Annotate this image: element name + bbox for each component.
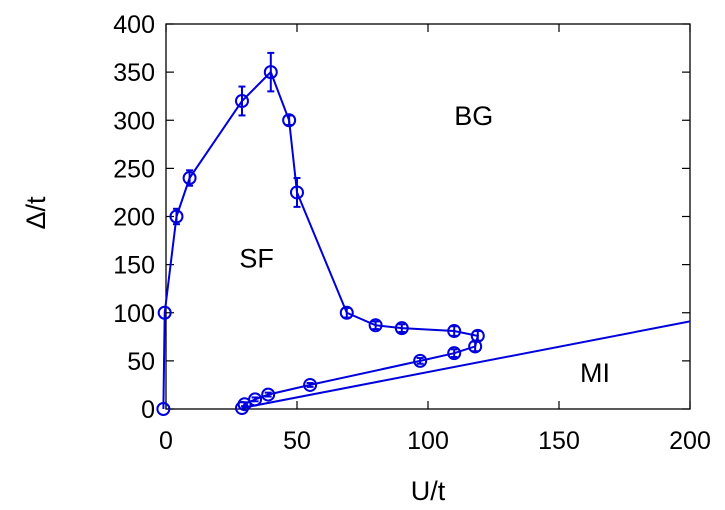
- y-tick-label: 300: [113, 107, 155, 135]
- y-tick-label: 350: [113, 59, 155, 87]
- data-point: [169, 209, 184, 224]
- region-label-sf: SF: [239, 244, 274, 274]
- y-axis-label: Δ/t: [21, 196, 51, 230]
- axes: 0 50 100 150 200 0 50 100 150 200 250 300 350 400: [113, 11, 711, 455]
- region-label-bg: BG: [454, 101, 493, 131]
- x-tick-label: 0: [159, 427, 173, 455]
- region-label-mi: MI: [580, 358, 610, 388]
- data-point: [339, 305, 354, 320]
- y-tick-label: 400: [113, 11, 155, 39]
- y-tick-label: 100: [113, 300, 155, 328]
- data-point: [447, 346, 462, 361]
- x-tick-label: 100: [407, 427, 449, 455]
- x-tick-label: 200: [669, 427, 711, 455]
- y-tick-label: 250: [113, 155, 155, 183]
- plot-frame: [165, 23, 691, 410]
- y-tick-label: 150: [113, 252, 155, 280]
- x-axis-label: U/t: [411, 476, 446, 506]
- y-tick-label: 0: [141, 396, 155, 424]
- series-layer: [156, 51, 691, 416]
- annotation-layer: BG SF MI: [239, 101, 610, 388]
- y-tick-label: 50: [127, 348, 155, 376]
- data-point: [394, 321, 409, 336]
- data-point: [368, 318, 383, 333]
- data-point: [290, 185, 304, 200]
- data-point: [157, 305, 172, 320]
- data-point: [413, 353, 428, 368]
- data-point: [447, 324, 462, 339]
- series-1-line: [241, 320, 691, 409]
- data-point: [234, 94, 249, 108]
- x-tick-label: 150: [538, 427, 580, 455]
- data-point: [156, 402, 171, 416]
- series-0-line: [162, 70, 480, 410]
- data-point: [282, 113, 297, 128]
- data-point: [303, 377, 318, 392]
- data-point: [261, 387, 276, 402]
- x-tick-label: 50: [283, 427, 311, 455]
- y-tick-label: 200: [113, 204, 155, 232]
- data-point: [263, 65, 278, 80]
- data-point: [182, 171, 197, 185]
- data-point: [468, 339, 483, 354]
- data-point: [234, 401, 249, 416]
